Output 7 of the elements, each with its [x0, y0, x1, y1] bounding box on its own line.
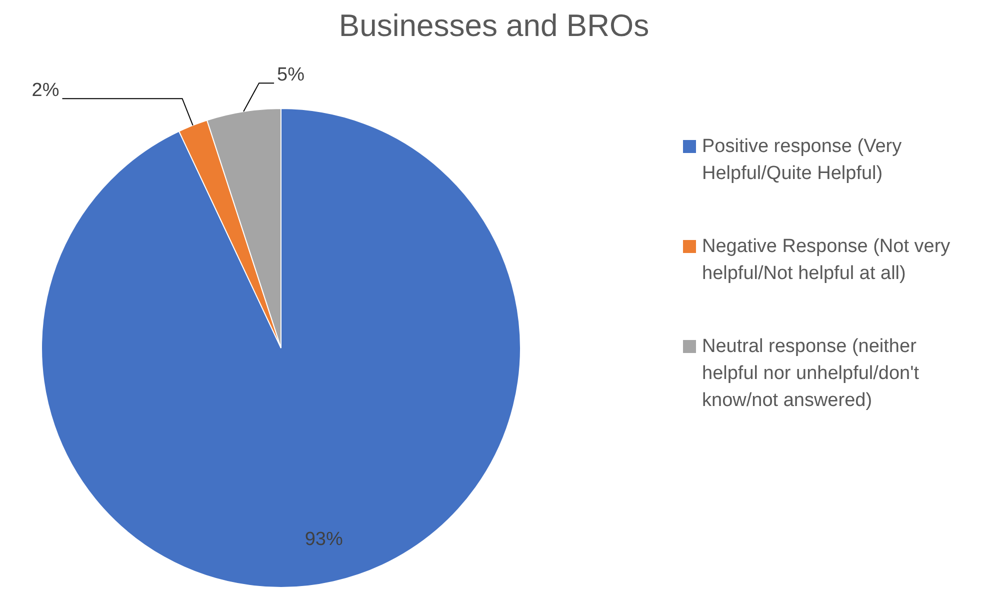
data-label: 5% [277, 64, 305, 86]
data-label: 2% [32, 80, 60, 101]
chart-title: Businesses and BROs [338, 8, 650, 44]
legend-label: Positive response (Very Helpful/Quite Helpful) [702, 135, 903, 186]
data-label: 93% [304, 528, 343, 550]
legend-label: Negative Response (Not very helpful/Not helpful at all) [702, 235, 951, 286]
legend-label: Neutral response (neither helpful nor unhelpful/don't know/not answered) [702, 335, 920, 413]
